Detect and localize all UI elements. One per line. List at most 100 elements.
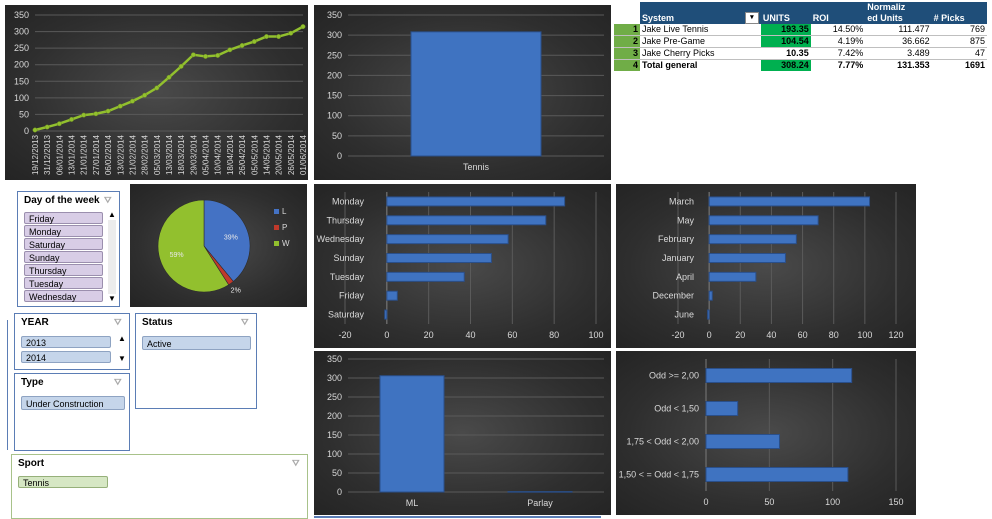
pivot-cell-roi: 4.19% [810,35,866,48]
x-tick-label: 05/05/2014 [250,134,259,175]
scroll-track[interactable] [108,220,116,294]
data-point [190,52,196,58]
clear-filter-icon[interactable]: ⛛ [114,377,122,387]
x-tick-label: 28/02/2014 [141,134,150,175]
x-tick-label: 21/02/2014 [128,134,137,175]
pivot-filter-cell[interactable]: ▾ [720,2,761,24]
bar [708,290,713,301]
pivot-row: 3 Jake Cherry Picks 10.35 7.42% 3.489 47 [614,47,987,60]
data-point [239,43,245,48]
slicer-item-tennis[interactable]: Tennis [18,476,108,488]
bar [386,290,398,301]
pivot-cell-roi: 7.42% [810,47,866,60]
slicer-item-2013[interactable]: 2013 [21,336,111,348]
y-tick-label: 0 [337,487,342,497]
scroll-down-icon[interactable]: ▼ [118,354,126,363]
slicer-item-tuesday[interactable]: Tuesday [24,277,103,289]
slicer-item-saturday[interactable]: Saturday [24,238,103,250]
category-label: May [677,215,695,225]
sport-bar-svg: 0 50 100 150 200 250 300 350 Tennis [327,10,604,172]
month-bar-svg: -20 0 20 40 60 80 100 120 March May February Januar… [652,192,904,340]
x-tick-label: 60 [507,330,517,340]
y-tick-label: 0 [337,151,342,161]
legend-label: P [282,223,287,232]
x-tick-label: 05/03/2014 [153,134,162,175]
slicer-item-friday[interactable]: Friday [24,212,103,224]
clear-filter-icon[interactable]: ⛛ [104,195,112,205]
data-point [154,85,160,91]
x-tick-label: 19/12/2013 [31,134,40,175]
x-tick-label: 14/05/2014 [262,134,271,175]
month-bar-chart: -20 0 20 40 60 80 100 120 March May February Januar… [616,184,916,348]
x-tick-label: 0 [384,330,389,340]
legend-label: W [282,239,290,248]
bar [705,401,739,416]
pivot-total-units: 308.24 [760,59,811,71]
filter-dropdown-icon[interactable]: ▾ [744,12,759,24]
slicer-item-under-construction[interactable]: Under Construction [21,396,125,410]
pivot-cell-system: Jake Cherry Picks [640,47,761,60]
x-tick-label: ML [406,498,419,508]
y-tick-label: 300 [14,27,29,37]
clear-filter-icon[interactable]: ⛛ [114,317,122,327]
y-tick-label: 350 [14,10,29,20]
sport-bar-chart: 0 50 100 150 200 250 300 350 Tennis [314,5,611,180]
slicer-item-active[interactable]: Active [142,336,251,350]
scroll-up-icon[interactable]: ▲ [108,210,116,219]
x-tick-label: 40 [465,330,475,340]
clear-filter-icon[interactable]: ⛛ [241,317,249,327]
x-tick-label: -20 [671,330,684,340]
outcome-pie-svg: 39% 2% 59% LPW [157,199,290,295]
data-point [203,53,208,59]
pie-slice-W [157,199,230,293]
slicer-item-monday[interactable]: Monday [24,225,103,237]
bar [384,309,388,320]
x-tick-label: 40 [766,330,776,340]
bar [379,375,445,493]
data-point [276,34,282,39]
category-label: March [669,196,694,206]
x-tick-label: 0 [703,497,708,507]
odds-bar-chart: 0 50 100 150 Odd >= 2,00 Odd < 1,50 1,75 < Odd… [616,351,916,515]
category-label: January [662,253,695,263]
pivot-total-row: 4 Total general 308.24 7.77% 131.353 169… [614,59,987,71]
x-tick-label: 20 [735,330,745,340]
category-label: Saturday [328,310,365,320]
data-point [142,92,148,98]
x-tick-label: 26/04/2014 [238,134,247,175]
scroll-down-icon[interactable]: ▼ [108,294,116,303]
slicer-item-wednesday[interactable]: Wednesday [24,290,103,302]
slicer-title: YEAR ⛛ [15,314,129,332]
data-point [264,34,269,39]
slicer-item-2014[interactable]: 2014 [21,351,111,363]
slicer-scrollbar[interactable]: ▲ ▼ [116,334,128,368]
bar [708,215,819,226]
bar [386,234,509,245]
x-tick-label: 18/04/2014 [226,134,235,175]
slicer-item-thursday[interactable]: Thursday [24,264,103,276]
bar [708,253,786,263]
pivot-header-normalized-line2: ed Units [867,13,903,23]
x-tick-label: 29/03/2014 [189,134,198,175]
slicer-item-sunday[interactable]: Sunday [24,251,103,263]
x-tick-label: 0 [707,330,712,340]
x-tick-label: 100 [825,497,840,507]
pie-data-label: 59% [170,252,184,259]
scroll-up-icon[interactable]: ▲ [118,334,126,343]
legend-swatch [274,225,279,230]
bar [707,309,710,320]
category-label: Odd >= 2,00 [649,371,699,381]
pivot-row: 2 Jake Pre-Game 104.54 4.19% 36.662 875 [614,35,987,48]
bar [386,196,566,207]
data-point [56,121,62,127]
outcome-pie-chart: 39% 2% 59% L P W [130,184,307,307]
x-tick-label: 13/03/2014 [165,134,174,175]
pivot-total-normalized: 131.353 [865,59,932,71]
clear-filter-icon[interactable]: ⛛ [292,458,300,468]
data-point [227,47,233,53]
category-label: Odd < 1,50 [654,404,699,414]
scroll-track[interactable] [116,344,128,354]
y-tick-label: 250 [327,392,342,402]
slicer-scrollbar[interactable]: ▲ ▼ [106,210,118,305]
x-tick-label: 26/05/2014 [287,134,296,175]
